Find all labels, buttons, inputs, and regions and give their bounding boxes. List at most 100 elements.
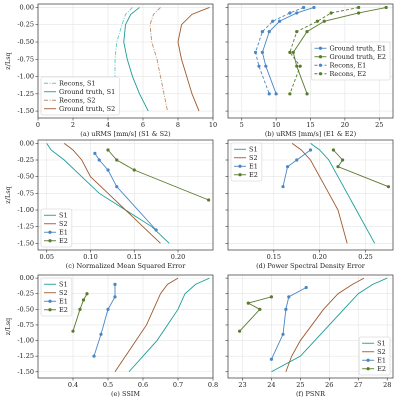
marker: [78, 307, 82, 311]
legend-label: E2: [249, 171, 258, 179]
x-axis-label: (b) uRMS [mm/s] (E1 & E2): [265, 130, 357, 138]
legend-label: S1: [377, 339, 386, 347]
marker: [92, 354, 96, 358]
x-tick-label: 0.6: [138, 381, 148, 389]
legend-label: E2: [59, 237, 68, 245]
y-tick-label: -0.25: [17, 21, 34, 29]
panel: 5 10 15 20 25 (b) uRMS [mm/s] (E1 & E2) Ground…: [225, 3, 394, 138]
x-tick-label: 20: [341, 121, 349, 129]
marker: [315, 19, 319, 23]
marker: [291, 50, 295, 54]
x-tick-label: 23: [238, 381, 246, 389]
x-tick-label: 8: [176, 121, 180, 129]
x-tick-label: 10: [272, 121, 280, 129]
series-line: [149, 7, 168, 112]
marker: [269, 295, 274, 299]
x-tick-label: 0.15: [127, 253, 141, 261]
series-line: [107, 149, 209, 201]
marker: [115, 185, 119, 189]
legend-box: [358, 336, 391, 376]
x-tick-label: 26: [325, 381, 333, 389]
x-axis-label: (f) PSNR: [296, 390, 326, 398]
x-tick-label: 0.10: [83, 253, 97, 261]
panel: 0.00 -0.25 -0.50 -0.75 -1.00 -1.25 -1.50 0.4 0.5…: [4, 274, 218, 398]
marker: [267, 30, 271, 34]
marker: [267, 92, 271, 96]
legend-box: [40, 76, 120, 116]
plot-frame: [227, 274, 394, 379]
legend-box: [40, 208, 73, 248]
x-tick-label: 0.8: [208, 381, 218, 389]
series-line: [310, 142, 376, 244]
legend-label: E1: [59, 228, 68, 236]
series-line: [72, 293, 88, 332]
marker: [237, 329, 242, 333]
y-tick-label: -1.25: [17, 90, 34, 98]
marker: [312, 5, 316, 10]
x-tick-label: 0.20: [312, 253, 326, 261]
series-line: [46, 143, 170, 244]
marker: [284, 307, 288, 311]
legend-marker: [318, 72, 323, 76]
x-tick-label: 2: [71, 121, 75, 129]
series-line: [285, 277, 365, 372]
legend-label: Ground truth, E2: [329, 53, 386, 61]
marker: [99, 332, 103, 336]
y-axis-label: z/Lsq: [4, 52, 12, 69]
x-tick-label: 27: [354, 381, 362, 389]
marker: [85, 292, 89, 296]
marker: [154, 228, 158, 232]
legend-marker: [48, 230, 52, 234]
marker: [257, 64, 261, 68]
x-tick-label: 28: [383, 381, 391, 389]
marker: [384, 5, 388, 10]
legend-label: E1: [249, 162, 258, 170]
marker: [281, 185, 285, 189]
marker: [106, 148, 110, 152]
legend-label: S1: [59, 211, 68, 219]
marker: [298, 64, 302, 68]
x-tick-label: 4: [106, 121, 110, 129]
y-tick-label: -1.50: [17, 239, 34, 247]
legend-marker: [48, 299, 52, 303]
y-tick-label: 0.00: [20, 274, 34, 282]
series-line: [282, 149, 311, 187]
marker: [207, 198, 211, 202]
legend-box: [311, 41, 391, 81]
legend-marker: [318, 63, 323, 67]
legend-label: E1: [59, 297, 68, 305]
legend-marker: [366, 358, 370, 362]
panel: 0.00 -0.25 -0.50 -0.75 -1.00 -1.25 -1.500 2 4 6 8 1…: [4, 3, 217, 138]
marker: [264, 64, 268, 68]
x-tick-label: 0.5: [103, 381, 113, 389]
legend-label: Ground truth, E1: [329, 44, 386, 52]
marker: [295, 64, 299, 68]
legend-marker: [48, 239, 52, 243]
legend-marker: [366, 367, 370, 371]
y-tick-label: 0.00: [20, 3, 34, 11]
x-tick-label: 0.05: [40, 253, 54, 261]
series-line: [291, 142, 348, 244]
y-tick-label: -0.25: [17, 290, 34, 298]
legend-label: S2: [59, 220, 68, 228]
marker: [260, 50, 264, 54]
legend-label: S2: [377, 348, 386, 356]
marker: [305, 30, 309, 34]
legend-marker: [318, 55, 323, 59]
marker: [295, 30, 299, 34]
x-tick-label: 6: [141, 121, 145, 129]
plot-frame: [37, 274, 214, 379]
series-line: [93, 284, 116, 357]
x-tick-label: 0.7: [173, 381, 183, 389]
marker: [331, 148, 336, 152]
marker: [295, 158, 299, 162]
series-line: [123, 7, 149, 112]
legend-label: S2: [249, 154, 258, 162]
marker: [115, 158, 119, 162]
series-line: [177, 7, 210, 112]
marker: [246, 301, 250, 305]
legend-label: E1: [377, 356, 386, 364]
series-line: [239, 296, 272, 332]
